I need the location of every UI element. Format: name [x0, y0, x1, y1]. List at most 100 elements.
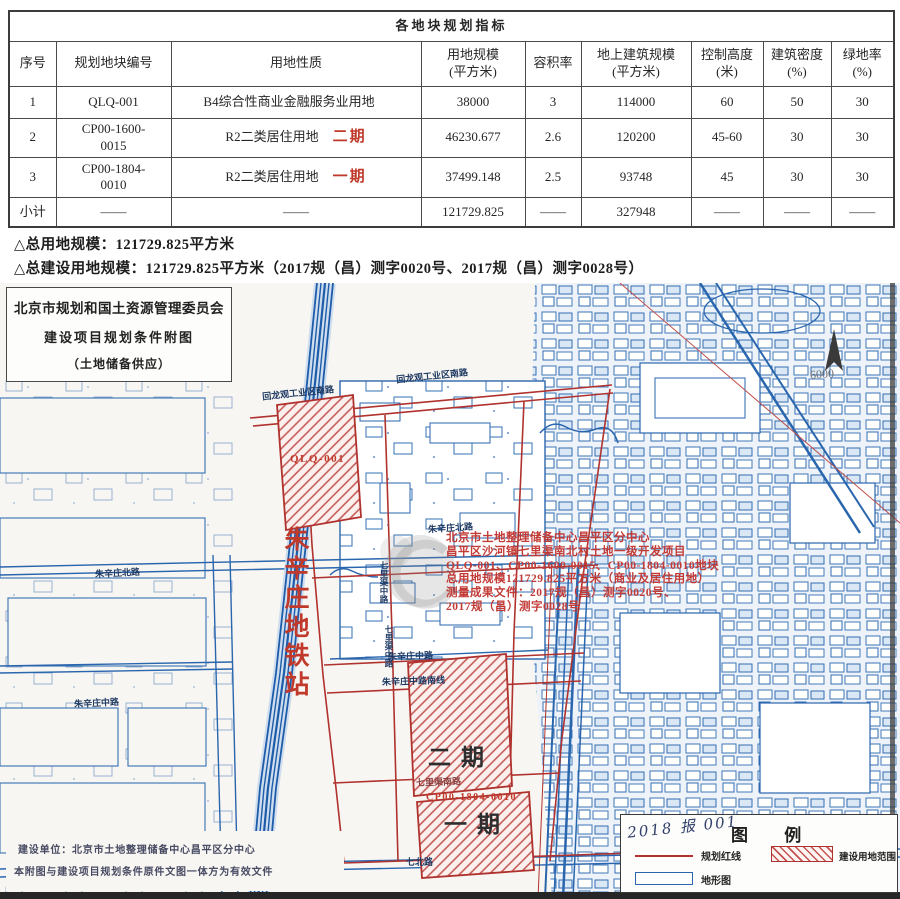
- cell-no: 3: [8, 156, 57, 198]
- subway-station-label: 朱辛庄地铁站: [281, 526, 308, 700]
- construction-scope-swatch: [771, 846, 833, 862]
- cell-height: 60: [690, 85, 764, 119]
- stream-line: [329, 568, 379, 578]
- north-arrow-icon: [825, 329, 843, 371]
- road-label: 朱辛庄北路: [94, 566, 141, 580]
- plot-indicator-table: 各地块规划指标 序号 规划地块编号 用地性质 用地规模 (平方米) 容积率 地上…: [8, 10, 896, 228]
- header-far: 容积率: [524, 40, 582, 87]
- cell-green: 30: [830, 85, 895, 119]
- cell-height: 45-60: [690, 117, 764, 158]
- cell-green: 30: [830, 117, 895, 158]
- cell-height: ——: [690, 196, 764, 228]
- use-text: B4综合性商业金融服务业用地: [203, 93, 375, 109]
- planning-map: 北京市规划和国土资源管理委员会 建设项目规划条件附图 （土地储备供应） 朱辛庄地…: [0, 283, 900, 899]
- cell-density: 50: [762, 85, 832, 119]
- cell-code: CP00-1804- 0010: [55, 156, 172, 198]
- scan-edge-bottom: [0, 892, 900, 899]
- header-no: 序号: [8, 40, 57, 87]
- north-coordinate-text: 6000: [809, 366, 835, 382]
- cell-area: 121729.825: [420, 196, 526, 228]
- topo-map-swatch: [635, 872, 693, 885]
- table-row: 3 CP00-1804- 0010 R2二类居住用地 一期 37499.148 2…: [8, 156, 895, 198]
- cell-code: QLQ-001: [55, 85, 172, 119]
- total-land-scale: △总用地规模：121729.825平方米: [14, 237, 235, 253]
- cell-far: 2.5: [524, 156, 582, 198]
- construction-parcels: [276, 393, 535, 879]
- cell-height: 45: [690, 156, 764, 198]
- cell-gfa: 120200: [580, 117, 692, 158]
- cell-no: 1: [8, 85, 57, 119]
- header-area: 用地规模 (平方米): [420, 40, 526, 87]
- total-construction-scale: △总建设用地规模：121729.825平方米（2017规（昌）测字0020号、2…: [14, 261, 644, 277]
- annotation-line: 昌平区沙河镇七里渠南北村土地一级开发项目: [446, 545, 686, 558]
- map-title-line3: （土地储备供应）: [66, 356, 171, 371]
- use-text: R2二类居住用地: [225, 168, 319, 184]
- cell-use: ——: [170, 196, 422, 228]
- cell-gfa: 93748: [580, 156, 692, 198]
- road-label: 七里渠中路: [384, 625, 394, 668]
- table-row: 2 CP00-1600- 0015 R2二类居住用地 二期 46230.677 2…: [8, 117, 895, 158]
- cell-density: 30: [762, 117, 832, 158]
- header-code: 规划地块编号: [55, 40, 172, 87]
- table-subtotal-row: 小计 —— —— 121729.825 —— 327948 —— —— ——: [8, 196, 895, 228]
- middle-block: [329, 380, 619, 660]
- map-canvas: [0, 283, 900, 899]
- parcel-phase2: [407, 653, 513, 797]
- redline-swatch: [635, 855, 693, 857]
- legend-item-redline: 规划红线: [701, 852, 741, 863]
- phase-text: 二期: [332, 129, 367, 146]
- cell-use: B4综合性商业金融服务业用地: [170, 85, 422, 119]
- annotation-line: 北京市土地整理储备中心昌平区分中心: [446, 532, 650, 544]
- cell-use: R2二类居住用地 一期: [170, 156, 422, 198]
- cell-area: 37499.148: [420, 156, 526, 198]
- table-header-row: 序号 规划地块编号 用地性质 用地规模 (平方米) 容积率 地上建筑规模 (平方…: [8, 40, 895, 87]
- cell-green: ——: [830, 196, 895, 228]
- left-parcels: [0, 378, 240, 893]
- phase-text: 一期: [332, 168, 367, 185]
- map-title-line2: 建设项目规划条件附图: [43, 329, 194, 345]
- summary-block: △总用地规模：121729.825平方米 △总建设用地规模：121729.825…: [14, 236, 644, 284]
- annotation-line: 总用地规模121729.825平方米（商业及居住用地）: [446, 573, 710, 586]
- annotation-line: 测量成果文件：2017规（昌）测字0020号、: [446, 587, 676, 600]
- header-height: 控制高度 (米): [690, 40, 764, 87]
- parcel-code-cp1804: CP00-1804-0010: [426, 792, 517, 803]
- cell-far: 2.6: [524, 117, 582, 158]
- parcel-qlq001: [276, 393, 362, 532]
- header-gfa: 地上建筑规模 (平方米): [580, 40, 692, 87]
- annotation-block: 北京市土地整理储备中心昌平区分中心 昌平区沙河镇七里渠南北村土地一级开发项目 Q…: [446, 532, 719, 615]
- header-density: 建筑密度 (%): [762, 40, 832, 87]
- cell-density: ——: [762, 196, 832, 228]
- phase2-label: 二期: [428, 745, 494, 770]
- handwritten-file-number: 2018 报 001: [626, 812, 740, 842]
- cell-green: 30: [830, 156, 895, 198]
- subway-line: [247, 283, 336, 899]
- scan-edge-right: [890, 283, 895, 899]
- watermark: [380, 535, 456, 609]
- right-road-band: [537, 560, 589, 899]
- annotation-line: 2017规（昌）测字0028号: [446, 600, 580, 613]
- road-label: 七里渠中路: [379, 561, 389, 604]
- road-label: 朱辛庄中路南线: [381, 674, 446, 688]
- cell-density: 30: [762, 156, 832, 198]
- use-text: R2二类居住用地: [225, 129, 319, 145]
- table-title-row: 各地块规划指标: [8, 10, 895, 42]
- phase1-label: 一期: [444, 812, 510, 837]
- cell-use: R2二类居住用地 二期: [170, 117, 422, 158]
- cell-area: 38000: [420, 85, 526, 119]
- road-label: 七北路: [406, 857, 434, 867]
- road-label: 七里渠南路: [415, 776, 462, 788]
- table-title: 各地块规划指标: [8, 10, 895, 42]
- header-green: 绿地率 (%): [830, 40, 895, 87]
- cell-gfa: 327948: [580, 196, 692, 228]
- cell-code: ——: [55, 196, 172, 228]
- legend-item-scope: 建设用地范围: [839, 853, 897, 863]
- header-use: 用地性质: [170, 40, 422, 87]
- road-label: 朱辛庄中路: [73, 696, 120, 710]
- cell-far: 3: [524, 85, 582, 119]
- map-notes-box: 建设单位：北京市土地整理储备中心昌平区分中心 本附图与建设项目规划条件原件文图一…: [6, 831, 344, 891]
- cell-gfa: 114000: [580, 85, 692, 119]
- legend-box: 2018 报 001 图 例 规划红线 建设用地范围 地形图: [620, 812, 898, 893]
- parcel-code-qlq001: QLQ-001: [290, 453, 346, 465]
- map-title-box: 北京市规划和国土资源管理委员会 建设项目规划条件附图 （土地储备供应）: [6, 287, 232, 382]
